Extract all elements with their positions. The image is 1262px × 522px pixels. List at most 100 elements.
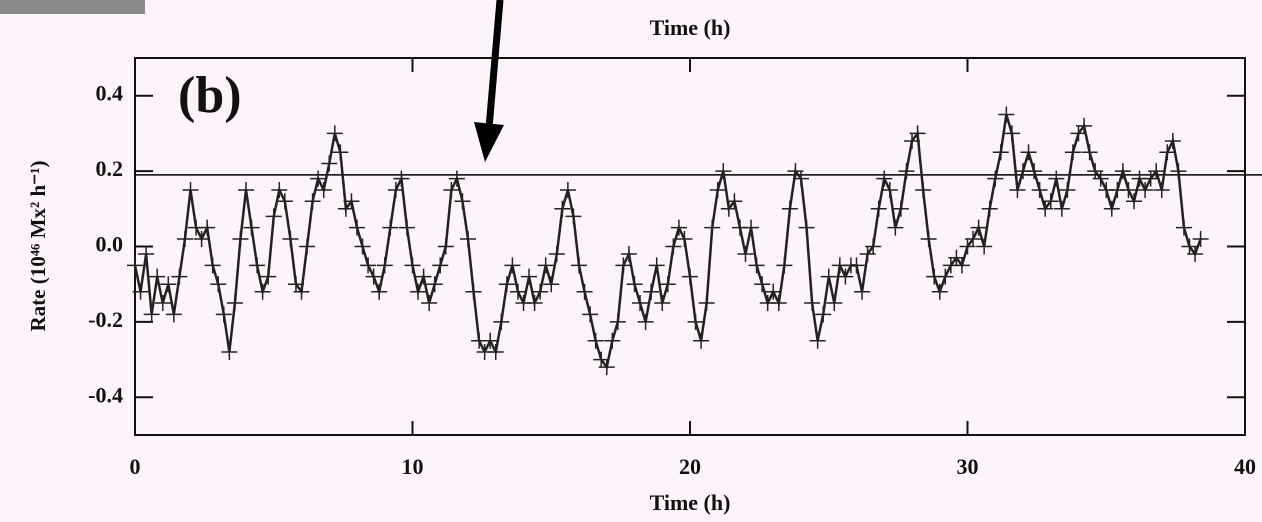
data-point [360, 257, 377, 274]
data-point [349, 219, 365, 236]
data-point [715, 163, 732, 180]
data-point [460, 230, 476, 247]
data-point [171, 268, 188, 285]
data-point [1064, 144, 1081, 161]
data-point [576, 283, 593, 300]
data-point [837, 268, 854, 285]
data-point [526, 295, 543, 312]
data-point [809, 332, 826, 349]
data-point [249, 257, 266, 274]
data-point [931, 283, 948, 300]
data-point [648, 257, 665, 274]
data-point [1126, 193, 1142, 210]
data-point [1042, 193, 1059, 210]
data-point [654, 295, 671, 312]
data-point [193, 230, 210, 247]
data-point [504, 257, 521, 274]
data-point [815, 306, 832, 323]
upper-x-label: Time (h) [650, 15, 731, 40]
data-point [382, 219, 399, 236]
data-point [665, 238, 682, 255]
data-point [454, 193, 471, 210]
data-point [1164, 132, 1181, 149]
data-point [138, 246, 155, 263]
data-point [321, 155, 338, 172]
data-point [265, 208, 282, 225]
x-tick-label: 0 [130, 454, 141, 479]
arrow-shaft [485, 0, 504, 129]
data-point [781, 200, 798, 217]
data-point [1175, 219, 1192, 236]
data-point [770, 295, 787, 312]
data-point [232, 230, 249, 247]
data-point [953, 257, 970, 274]
data-point [1192, 230, 1209, 247]
data-point [676, 230, 693, 247]
data-line [133, 114, 1202, 371]
data-point [448, 170, 465, 187]
data-point [1059, 181, 1076, 198]
data-point [765, 283, 782, 300]
data-point [465, 283, 482, 300]
data-point [726, 193, 743, 210]
data-point [992, 144, 1009, 161]
data-point [637, 313, 654, 330]
data-point [554, 200, 571, 217]
data-point [365, 268, 382, 285]
upper-panel-image-fragment [0, 0, 145, 14]
data-point [737, 246, 754, 263]
data-point [1026, 163, 1043, 180]
data-point [415, 268, 432, 285]
data-point [1009, 181, 1026, 198]
data-point [565, 208, 582, 225]
data-point [509, 283, 526, 300]
data-point [571, 257, 587, 274]
data-point [704, 219, 721, 236]
data-point [937, 268, 954, 285]
data-point [343, 193, 360, 210]
data-point [1031, 181, 1048, 198]
data-point [421, 295, 438, 312]
x-tick-label: 10 [402, 454, 424, 479]
data-point [254, 283, 271, 300]
data-point [243, 219, 260, 236]
data-point [598, 359, 615, 376]
data-point [915, 181, 932, 198]
x-tick-label: 20 [679, 454, 701, 479]
data-point [204, 257, 221, 274]
data-point [226, 295, 243, 312]
data-point [398, 219, 415, 236]
data-point [1148, 163, 1165, 180]
data-point [1081, 144, 1098, 161]
data-point [693, 332, 710, 349]
data-point [976, 238, 993, 255]
y-tick-label: 0.2 [96, 156, 124, 181]
data-point [998, 106, 1015, 123]
data-point [532, 283, 549, 300]
data-point [854, 283, 871, 300]
data-point [437, 238, 454, 255]
data-point [965, 230, 982, 247]
data-point [493, 313, 510, 330]
data-point [1114, 163, 1131, 180]
data-point [892, 200, 909, 217]
data-point [160, 276, 177, 293]
data-point [1053, 200, 1070, 217]
data-point [548, 246, 565, 263]
data-point [682, 268, 698, 285]
data-point [981, 200, 998, 217]
data-point [143, 306, 160, 323]
data-point [238, 181, 254, 198]
data-point [887, 219, 904, 236]
data-point [432, 257, 449, 274]
data-point [521, 268, 538, 285]
data-point [1170, 163, 1187, 180]
data-point [1048, 170, 1065, 187]
data-point [404, 257, 421, 274]
data-point [393, 170, 410, 187]
data-point [582, 306, 599, 323]
data-point [620, 246, 637, 263]
data-point [848, 257, 865, 274]
data-point [182, 181, 199, 198]
